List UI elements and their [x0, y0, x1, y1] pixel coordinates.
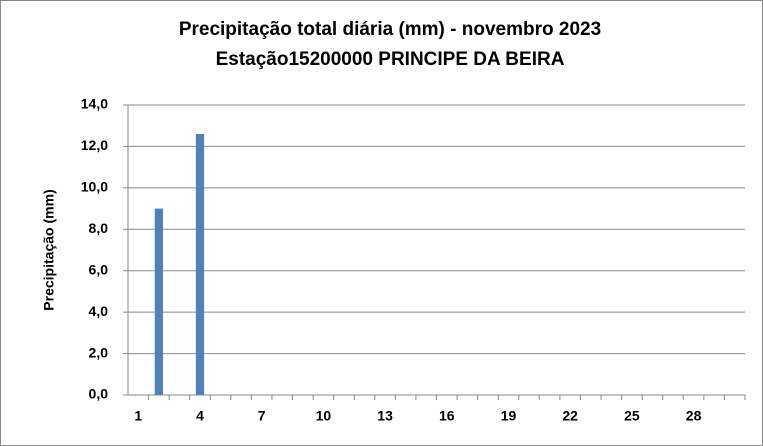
- bar: [154, 208, 163, 395]
- y-tick-label: 4,0: [89, 303, 109, 319]
- y-tick-label: 6,0: [89, 261, 109, 277]
- x-tick-label: 22: [562, 408, 578, 424]
- y-tick-label: 8,0: [89, 220, 109, 236]
- x-tick-label: 13: [377, 408, 393, 424]
- bar: [195, 134, 205, 395]
- x-tick-label: 16: [439, 408, 455, 424]
- x-tick-label: 28: [686, 408, 702, 424]
- x-tick-label: 10: [316, 408, 332, 424]
- y-tick-label: 10,0: [81, 179, 108, 195]
- x-tick-label: 4: [196, 408, 204, 424]
- x-tick-label: 25: [624, 408, 640, 424]
- y-tick-label: 0,0: [89, 386, 109, 402]
- x-tick-label: 1: [134, 408, 142, 424]
- y-tick-label: 14,0: [81, 96, 108, 112]
- chart-subtitle: Estação15200000 PRINCIPE DA BEIRA: [216, 49, 565, 70]
- x-tick-label: 19: [501, 408, 517, 424]
- y-tick-label: 2,0: [89, 344, 109, 360]
- y-axis-label: Precipitação (mm): [41, 189, 57, 310]
- x-tick-label: 7: [258, 408, 266, 424]
- y-tick-label: 12,0: [81, 137, 108, 153]
- chart-title: Precipitação total diária (mm) - novembr…: [179, 19, 601, 40]
